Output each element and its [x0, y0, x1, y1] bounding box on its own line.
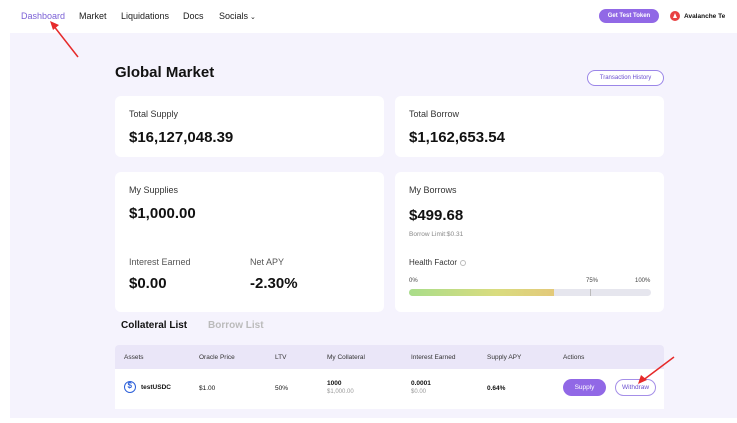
withdraw-button[interactable]: Withdraw: [615, 379, 656, 396]
column-header: Supply APY: [487, 354, 522, 361]
health-scale-start: 0%: [409, 278, 418, 284]
health-factor-threshold: [590, 289, 591, 296]
network-label: Avalanche Te: [684, 12, 726, 20]
table-row: testUSDC $1.00 50% 1000 $1,000.00 0.0001…: [115, 369, 664, 409]
total-borrow-label: Total Borrow: [409, 109, 460, 119]
page-title: Global Market: [115, 64, 215, 81]
health-factor-text: Health Factor: [409, 258, 458, 267]
interest-earned-label: Interest Earned: [129, 257, 191, 267]
column-header: Assets: [124, 354, 144, 361]
column-header: Oracle Price: [199, 354, 235, 361]
top-nav: Dashboard Market Liquidations Docs Socia…: [0, 0, 737, 33]
tab-borrow-list[interactable]: Borrow List: [208, 320, 264, 331]
asset-name: testUSDC: [141, 384, 171, 391]
info-icon[interactable]: [460, 259, 467, 266]
my-borrows-card: My Borrows $499.68 Borrow Limit:$0.31 He…: [395, 172, 664, 312]
column-header: Interest Earned: [411, 354, 456, 361]
nav-socials-label: Socials: [219, 11, 249, 21]
total-supply-label: Total Supply: [129, 109, 179, 119]
total-supply-card: Total Supply $16,127,048.39: [115, 96, 384, 157]
interest-earned-value: $0.00: [129, 275, 167, 292]
interest-usd: $0.00: [411, 389, 427, 395]
health-factor-fill: [409, 289, 555, 296]
interest-amount: 0.0001: [411, 380, 431, 387]
nav-socials[interactable]: Socials ⌄: [219, 11, 256, 21]
my-supplies-label: My Supplies: [129, 185, 179, 195]
transaction-history-button[interactable]: Transaction History: [587, 70, 664, 86]
total-borrow-card: Total Borrow $1,162,653.54: [395, 96, 664, 157]
avalanche-icon: [670, 11, 680, 21]
my-supplies-value: $1,000.00: [129, 205, 196, 222]
chevron-down-icon: ⌄: [250, 14, 256, 21]
collateral-usd: $1,000.00: [327, 389, 354, 395]
health-factor-bar: [409, 289, 651, 296]
nav-docs[interactable]: Docs: [183, 11, 204, 21]
net-apy-label: Net APY: [250, 257, 285, 267]
total-supply-value: $16,127,048.39: [129, 129, 234, 146]
table-header: Assets Oracle Price LTV My Collateral In…: [115, 345, 664, 369]
health-scale-end: 100%: [635, 278, 651, 284]
column-header: LTV: [275, 354, 287, 361]
column-header: Actions: [563, 354, 585, 361]
collateral-amount: 1000: [327, 380, 342, 387]
oracle-price: $1.00: [199, 385, 216, 392]
health-factor-label: Health Factor: [409, 258, 467, 267]
tab-collateral-list[interactable]: Collateral List: [121, 320, 188, 331]
my-supplies-card: My Supplies $1,000.00 Interest Earned $0…: [115, 172, 384, 312]
column-header: My Collateral: [327, 354, 365, 361]
supply-apy: 0.64%: [487, 385, 506, 392]
total-borrow-value: $1,162,653.54: [409, 129, 505, 146]
nav-market[interactable]: Market: [79, 11, 107, 21]
my-borrows-label: My Borrows: [409, 185, 457, 195]
nav-liquidations[interactable]: Liquidations: [121, 11, 170, 21]
net-apy-value: -2.30%: [250, 275, 298, 292]
my-borrows-value: $499.68: [409, 207, 464, 224]
usdc-icon: [124, 381, 136, 393]
ltv-value: 50%: [275, 385, 289, 392]
supply-button[interactable]: Supply: [563, 379, 606, 396]
get-test-token-button[interactable]: Get Test Token: [599, 9, 659, 23]
borrow-limit-text: Borrow Limit:$0.31: [409, 231, 464, 238]
network-selector[interactable]: Avalanche Te: [670, 9, 725, 23]
nav-dashboard[interactable]: Dashboard: [21, 11, 66, 21]
health-scale-mid: 75%: [586, 278, 599, 284]
